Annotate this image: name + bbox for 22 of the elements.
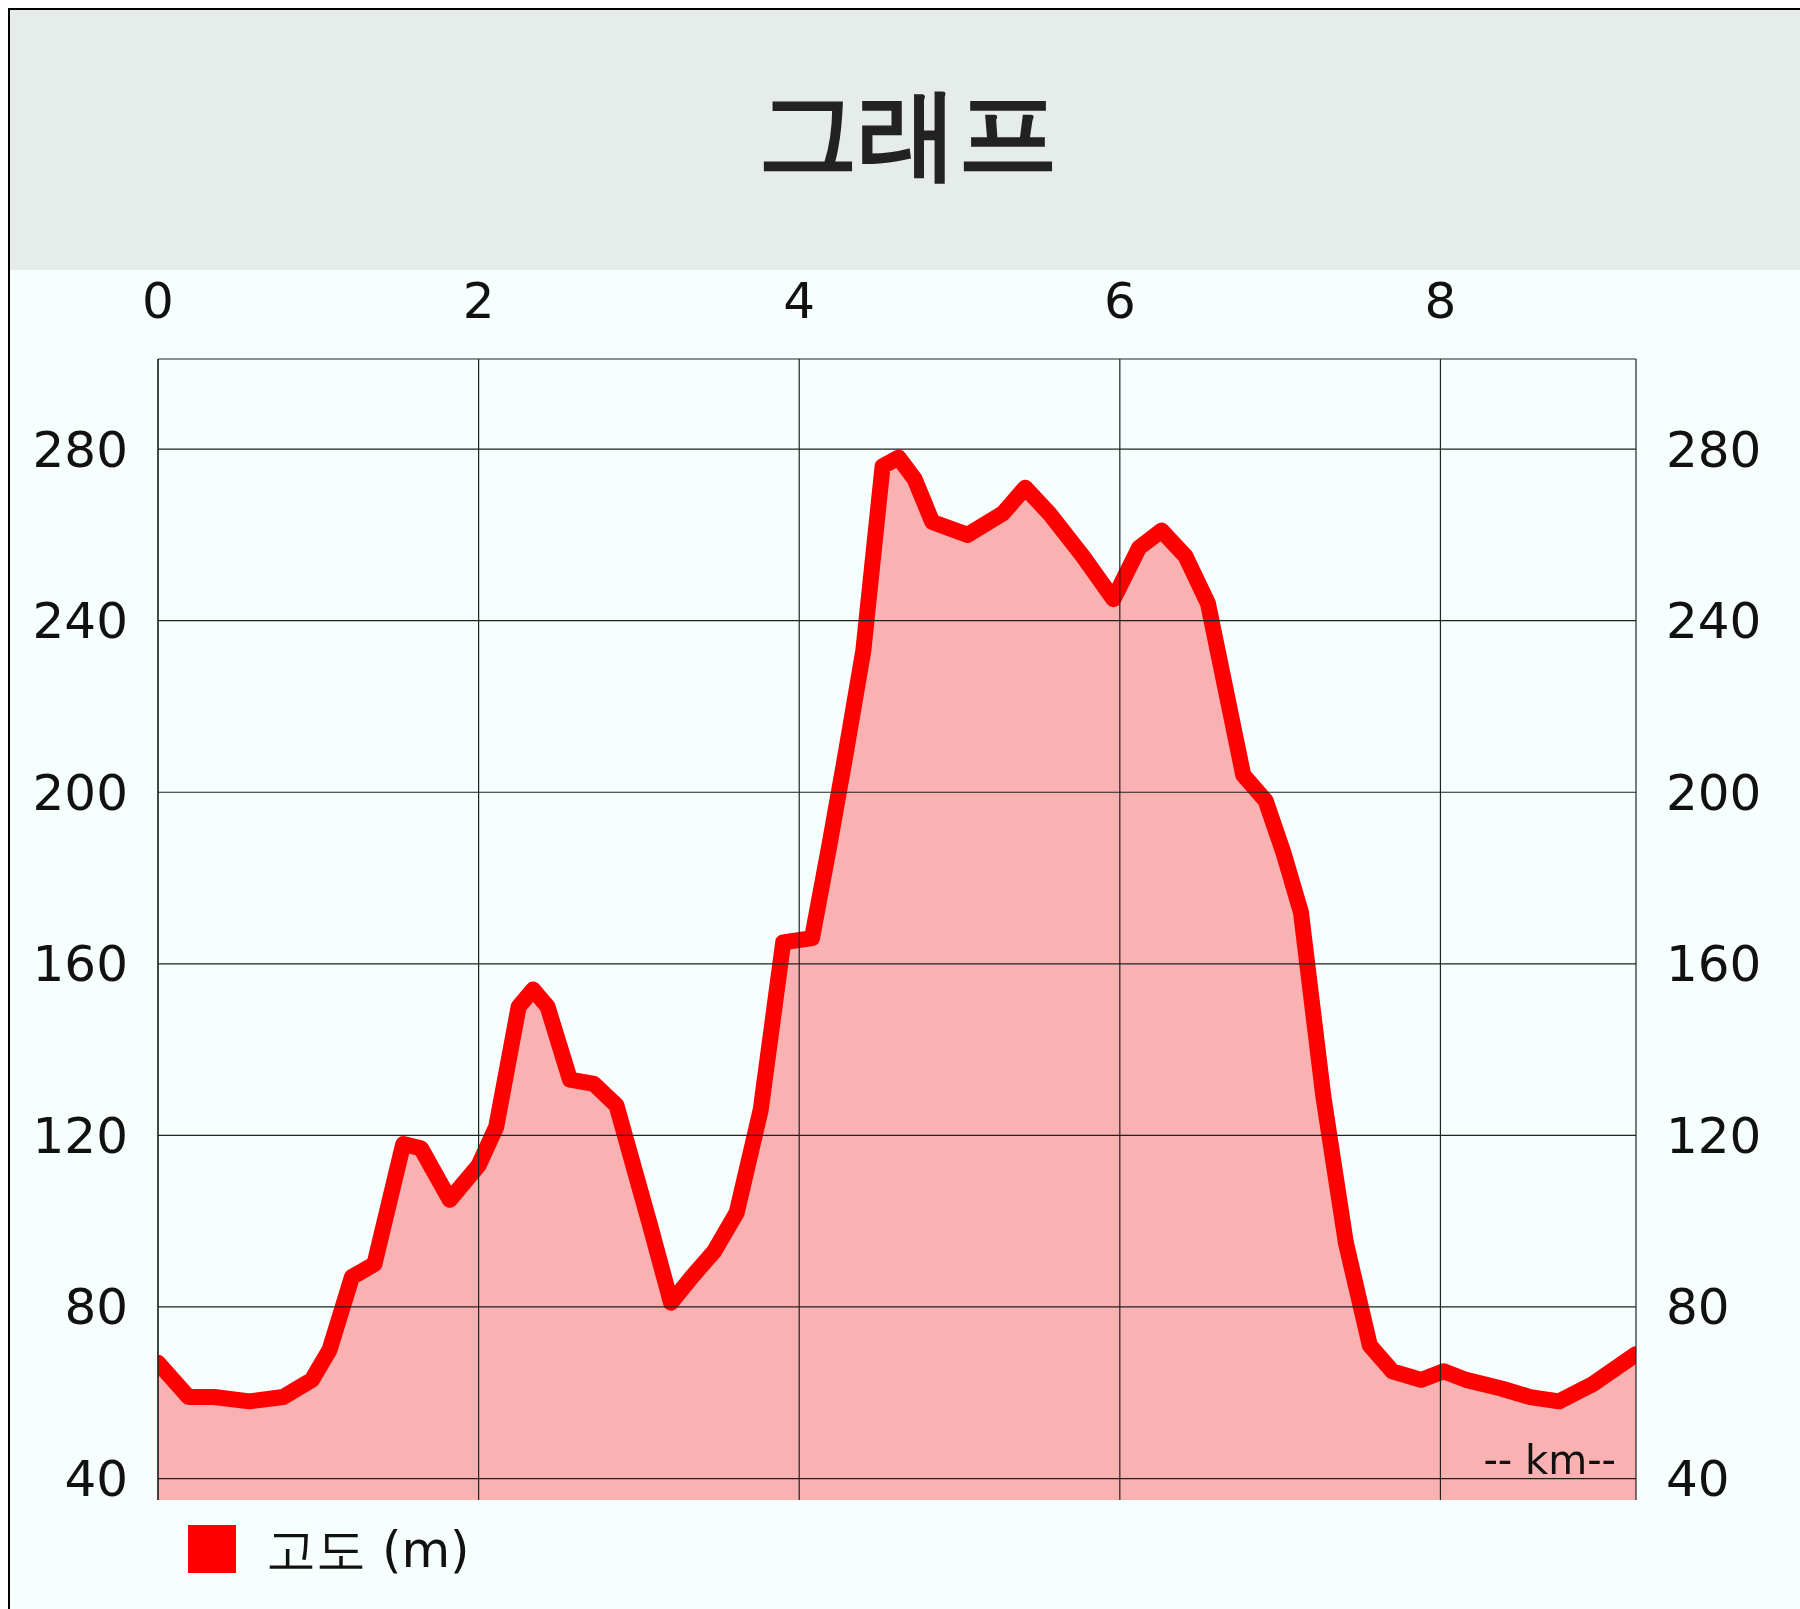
- legend-label: 고도 (m): [266, 1520, 470, 1579]
- x-tick-label: 6: [1103, 272, 1136, 330]
- x-tick-label: 0: [142, 272, 174, 330]
- y-tick-label: 80: [64, 1278, 128, 1337]
- chart-title: 그래프: [758, 75, 1058, 192]
- y-tick-label: 240: [32, 592, 128, 651]
- y2-tick-label: 200: [1666, 763, 1762, 822]
- y2-tick-label: 280: [1666, 420, 1762, 479]
- y2-tick-label: 120: [1666, 1106, 1762, 1165]
- y-tick-label: 200: [32, 763, 128, 822]
- y2-tick-label: 240: [1666, 592, 1762, 651]
- y2-tick-label: 160: [1666, 935, 1762, 994]
- x-tick-label: 4: [783, 272, 816, 330]
- y-tick-label: 40: [64, 1450, 128, 1509]
- x-tick-label: 8: [1424, 272, 1457, 330]
- y-tick-label: 280: [32, 420, 128, 479]
- annotation: -- km--: [1483, 1437, 1616, 1483]
- y-tick-label: 160: [32, 935, 128, 994]
- y-tick-label: 120: [32, 1106, 128, 1165]
- y2-tick-label: 40: [1666, 1450, 1730, 1509]
- x-tick-label: 2: [462, 272, 495, 330]
- y2-tick-label: 80: [1666, 1278, 1730, 1337]
